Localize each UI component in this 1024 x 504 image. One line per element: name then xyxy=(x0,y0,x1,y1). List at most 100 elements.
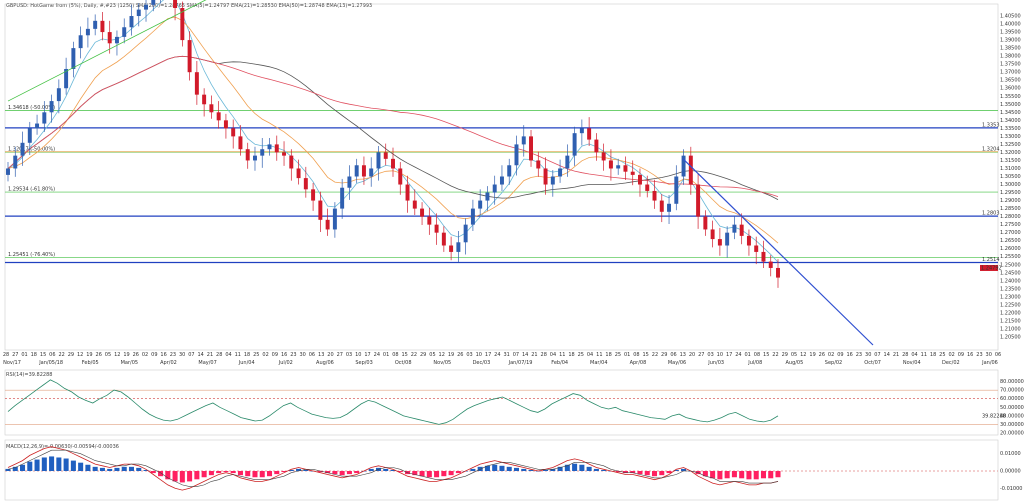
level-label: 1.34618 (-50.00%) xyxy=(8,105,55,111)
date-tick-label: 10 xyxy=(476,352,482,358)
macd-histogram-bar xyxy=(49,456,55,471)
date-tick-label: 22 xyxy=(58,352,64,358)
rsi-current-label: 39.82288 xyxy=(982,414,1006,420)
candle-body xyxy=(245,149,250,161)
candle-body xyxy=(659,200,664,212)
date-tick-label: 28 xyxy=(3,352,9,358)
macd-histogram-bar xyxy=(564,464,570,471)
date-tick-label: 12 xyxy=(77,352,83,358)
candle-body xyxy=(100,20,105,33)
macd-histogram-bar xyxy=(434,471,440,478)
price-tick-label: 1.39000 xyxy=(1000,38,1021,44)
date-tick-label: 18 xyxy=(244,352,250,358)
macd-histogram-bar xyxy=(441,471,447,477)
macd-histogram-bar xyxy=(717,471,723,480)
macd-histogram-bar xyxy=(172,471,178,482)
candle-body xyxy=(572,133,577,156)
macd-signal-line xyxy=(7,449,779,487)
macd-histogram-bar xyxy=(223,471,229,473)
date-tick-label: 28 xyxy=(216,352,222,358)
candle-body xyxy=(56,88,61,102)
macd-histogram-bar xyxy=(368,468,374,471)
candle-body xyxy=(361,165,366,177)
candle-body xyxy=(78,35,83,49)
price-tick-label: 1.27500 xyxy=(1000,222,1021,228)
date-tick-label: 26 xyxy=(457,352,463,358)
candle-body xyxy=(645,184,650,191)
price-candles xyxy=(6,0,780,288)
macd-histogram-bar xyxy=(136,467,142,471)
candle-body xyxy=(391,158,395,169)
price-tick-label: 1.29500 xyxy=(1000,190,1021,196)
date-tick-label: 19 xyxy=(123,352,129,358)
date-tick-label: 16 xyxy=(160,352,166,358)
rsi-panel-header: RSI(14)=39.82288 xyxy=(6,372,52,378)
macd-histogram-bar xyxy=(317,471,323,473)
date-tick-label: 01 xyxy=(21,352,27,358)
candle-body xyxy=(27,128,32,143)
price-tick-label: 1.33000 xyxy=(1000,134,1021,140)
macd-histogram-bar xyxy=(303,469,309,471)
candle-body xyxy=(456,242,461,252)
macd-histogram-bar xyxy=(419,471,425,477)
price-tick-label: 1.26000 xyxy=(1000,246,1021,252)
macd-histogram-bar xyxy=(41,457,47,471)
price-tick-label: 1.24000 xyxy=(1000,278,1021,284)
macd-histogram-bar xyxy=(150,471,156,474)
date-tick-label: 25 xyxy=(615,352,621,358)
candle-body xyxy=(768,261,773,268)
macd-histogram-bar xyxy=(637,471,643,475)
date-tick-label: 11 xyxy=(921,352,927,358)
macd-histogram-bar xyxy=(70,460,76,471)
date-tick-label: 05 xyxy=(429,352,435,358)
macd-histogram-bar xyxy=(579,464,585,471)
month-tick-label: Apr/02 xyxy=(160,360,177,366)
candle-body xyxy=(608,160,613,169)
date-tick-label: 07 xyxy=(513,352,519,358)
candle-body xyxy=(238,136,243,150)
date-tick-label: 05 xyxy=(105,352,111,358)
candle-body xyxy=(194,72,199,95)
date-tick-label: 21 xyxy=(893,352,899,358)
macd-histogram-bar xyxy=(543,469,549,471)
date-tick-label: 27 xyxy=(12,352,18,358)
month-tick-label: Jul/08 xyxy=(747,360,762,366)
macd-histogram-bar xyxy=(325,471,331,474)
candle-body xyxy=(85,28,90,36)
candle-body xyxy=(260,149,265,156)
month-tick-label: Aug/06 xyxy=(316,360,334,366)
date-tick-label: 15 xyxy=(401,352,407,358)
macd-histogram-bar xyxy=(768,471,774,479)
price-levels: 1.34618 (-50.00%) 1.3353 1.32017 (-50.00%)… xyxy=(5,105,1000,264)
candle-body xyxy=(521,136,526,145)
date-tick-label: 02 xyxy=(948,352,954,358)
macd-histogram-bar xyxy=(484,465,490,471)
macd-histogram-bar xyxy=(673,469,679,471)
month-tick-label: Mar/04 xyxy=(590,360,607,366)
date-tick-label: 10 xyxy=(717,352,723,358)
macd-histogram-bar xyxy=(470,468,476,471)
date-tick-label: 16 xyxy=(967,352,973,358)
price-tick-label: 1.37500 xyxy=(1000,62,1021,68)
date-tick-label: 06 xyxy=(49,352,55,358)
date-tick-label: 01 xyxy=(624,352,630,358)
candle-body xyxy=(216,112,221,121)
current-price-marker xyxy=(980,264,998,271)
month-tick-label: Sep/03 xyxy=(355,360,372,366)
date-tick-label: 03 xyxy=(346,352,352,358)
level-label: 1.29534 (-61.80%) xyxy=(8,187,55,193)
date-tick-label: 21 xyxy=(207,352,213,358)
month-tick-label: Dec/02 xyxy=(942,360,960,366)
candle-body xyxy=(187,40,192,73)
candle-body xyxy=(710,229,715,240)
candle-body xyxy=(478,200,483,209)
rsi-tick-label: 80.00000 xyxy=(1000,379,1024,385)
date-tick-label: 02 xyxy=(142,352,148,358)
trend-lines xyxy=(7,0,874,346)
month-tick-label: Jan/06 xyxy=(981,360,998,366)
month-tick-label: Sep/02 xyxy=(825,360,842,366)
price-tick-label: 1.31500 xyxy=(1000,158,1021,164)
month-tick-label: Jun/03 xyxy=(707,360,724,366)
date-tick-label: 17 xyxy=(364,352,370,358)
date-tick-label: 24 xyxy=(374,352,380,358)
